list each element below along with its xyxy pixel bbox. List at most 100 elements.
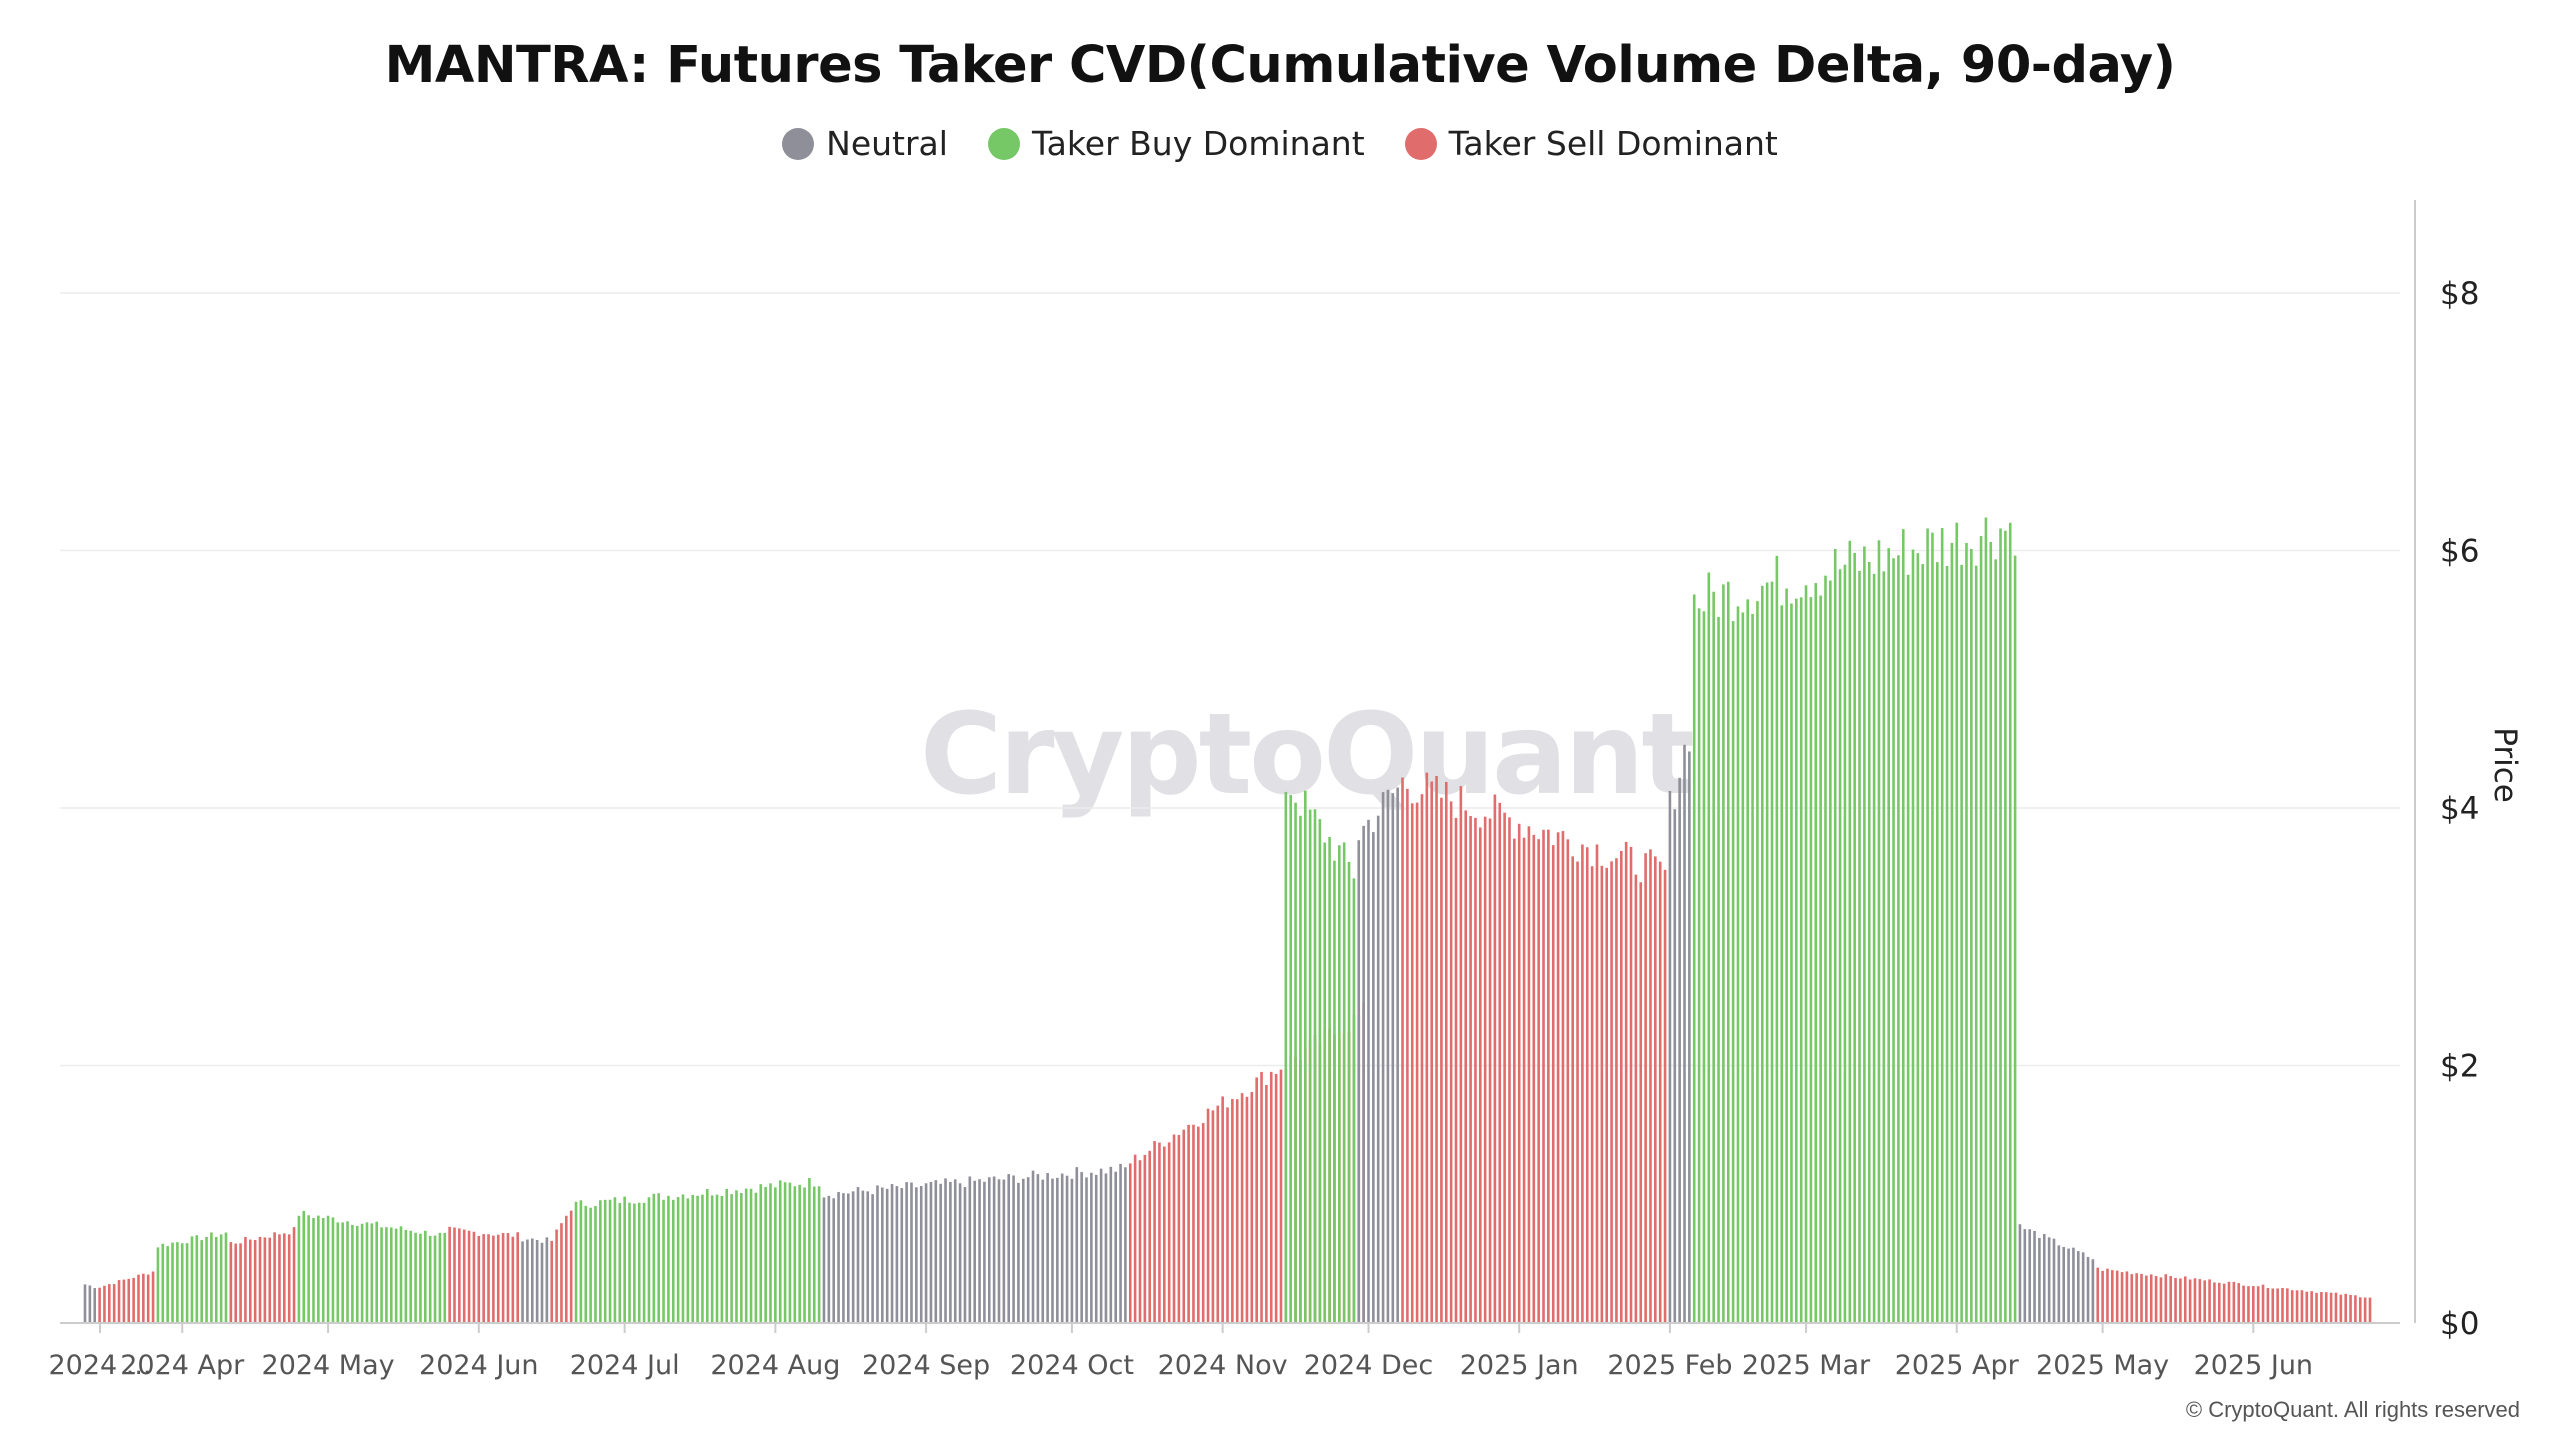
price-bar — [2013, 555, 2017, 1323]
price-bar — [1795, 598, 1798, 1323]
price-bar — [1143, 1154, 1147, 1323]
price-bar — [1610, 861, 1613, 1323]
price-bar — [1585, 847, 1589, 1323]
price-bar — [983, 1181, 986, 1323]
price-bar — [2193, 1278, 2197, 1323]
price-bar — [603, 1199, 607, 1323]
price-bar — [1751, 614, 1754, 1323]
price-bar — [263, 1237, 267, 1323]
price-bar — [1119, 1163, 1122, 1323]
price-bar — [856, 1187, 860, 1323]
price-bar — [1080, 1172, 1083, 1323]
price-bar — [1206, 1108, 1210, 1323]
price-bar — [1357, 840, 1361, 1323]
price-bar — [788, 1182, 792, 1323]
price-bar — [1036, 1174, 1040, 1323]
price-bar — [1824, 575, 1827, 1323]
price-bar — [1634, 874, 1638, 1323]
price-bar — [1245, 1096, 1249, 1323]
price-bar — [696, 1195, 699, 1323]
price-bar — [2047, 1237, 2051, 1323]
legend-label-taker-sell: Taker Sell Dominant — [1448, 124, 1778, 163]
price-bar — [1167, 1142, 1171, 1323]
price-bar — [1683, 744, 1686, 1323]
price-bar — [331, 1217, 335, 1323]
price-bar — [1085, 1177, 1088, 1323]
legend-item-taker-sell[interactable]: Taker Sell Dominant — [1404, 124, 1778, 163]
price-bar — [1819, 595, 1822, 1323]
legend-item-taker-buy[interactable]: Taker Buy Dominant — [987, 124, 1365, 163]
price-bar — [2111, 1270, 2114, 1323]
price-bar — [214, 1236, 218, 1323]
price-bar — [1673, 809, 1677, 1323]
price-bar — [735, 1190, 738, 1323]
price-bar — [394, 1228, 398, 1323]
price-bar — [2286, 1288, 2289, 1323]
price-bar — [1235, 1099, 1239, 1323]
price-bar — [210, 1232, 213, 1323]
price-bar — [287, 1234, 291, 1323]
price-bar — [492, 1235, 495, 1323]
price-bar — [161, 1243, 165, 1323]
price-bar — [2349, 1294, 2352, 1323]
y-axis-title: Price — [2487, 727, 2523, 803]
price-bar — [686, 1198, 690, 1323]
price-bar — [1099, 1168, 1103, 1323]
legend-item-neutral[interactable]: Neutral — [782, 124, 948, 163]
price-bar — [842, 1193, 845, 1323]
price-bar — [1211, 1110, 1215, 1323]
price-bar — [2208, 1279, 2211, 1323]
price-bar — [1498, 802, 1502, 1323]
price-bar — [487, 1234, 490, 1323]
price-bar — [876, 1185, 879, 1323]
price-bar — [569, 1210, 573, 1323]
price-bar — [1595, 844, 1599, 1323]
price-bar — [146, 1274, 150, 1323]
price-bar — [122, 1279, 126, 1323]
price-bar — [1065, 1175, 1069, 1323]
price-bar — [895, 1186, 899, 1323]
price-bar — [822, 1197, 826, 1323]
x-tick-label: 2025 Jan — [1460, 1350, 1579, 1381]
price-bar — [1031, 1170, 1035, 1323]
legend-dot-neutral — [782, 127, 815, 160]
price-bar — [759, 1184, 763, 1323]
price-bar — [1221, 1096, 1224, 1323]
price-bar — [555, 1229, 558, 1323]
price-bar — [1201, 1123, 1205, 1323]
price-bar — [890, 1184, 894, 1323]
price-bar — [2266, 1288, 2270, 1323]
price-bar — [691, 1194, 695, 1323]
x-tick-label: 2024 Apr — [120, 1350, 245, 1381]
price-bar — [1313, 809, 1317, 1323]
price-bar — [370, 1223, 374, 1323]
price-bar — [808, 1178, 811, 1323]
price-bar — [467, 1230, 471, 1323]
price-bar — [1109, 1166, 1113, 1323]
price-bar — [2334, 1292, 2338, 1323]
price-bar — [992, 1176, 996, 1323]
price-bar — [1002, 1179, 1006, 1323]
price-bar — [1867, 562, 1871, 1323]
price-bar — [2329, 1292, 2333, 1323]
price-bar — [1658, 861, 1662, 1323]
price-bar — [137, 1274, 140, 1323]
price-bar — [1522, 837, 1526, 1323]
price-bar — [283, 1233, 286, 1323]
price-bar — [438, 1232, 442, 1323]
price-bar — [156, 1247, 160, 1323]
price-bar — [949, 1181, 952, 1323]
price-bar — [132, 1277, 135, 1323]
price-bar — [1960, 564, 1963, 1323]
price-bar — [1469, 816, 1472, 1323]
price-bar — [2169, 1276, 2172, 1323]
legend-dot-taker-buy — [987, 127, 1020, 160]
price-bar — [827, 1195, 831, 1323]
price-bar — [2295, 1290, 2299, 1323]
price-bar — [244, 1236, 247, 1323]
price-bar — [1974, 565, 1978, 1323]
price-bar — [2159, 1277, 2163, 1323]
price-bar — [774, 1187, 777, 1323]
price-bar — [443, 1232, 447, 1323]
price-bar — [579, 1200, 583, 1323]
